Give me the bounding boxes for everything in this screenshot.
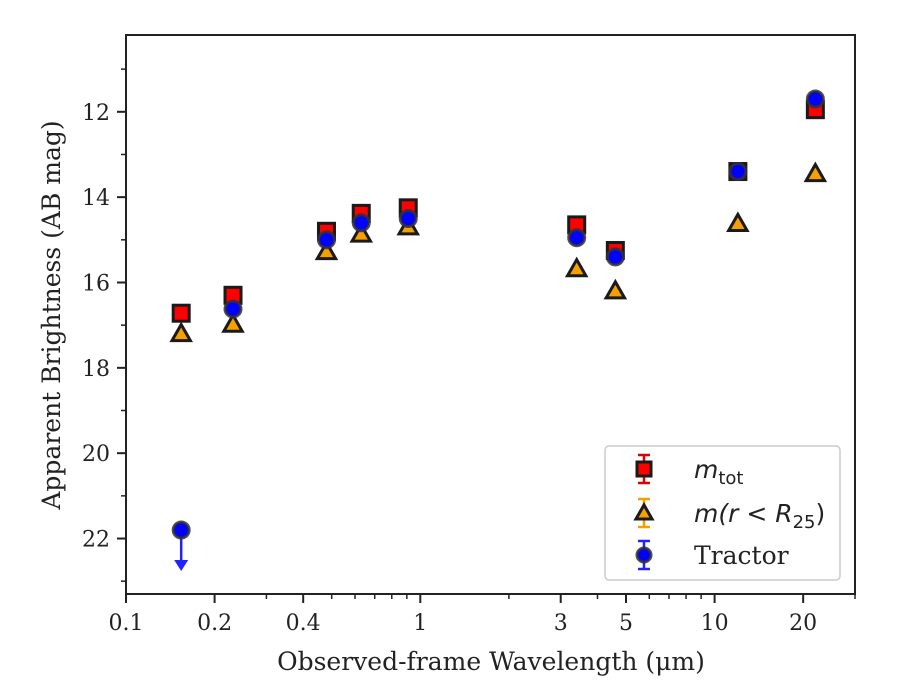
point-triangle: [603, 278, 628, 300]
plot-area: [125, 34, 856, 595]
x-tick-label: 1: [413, 611, 427, 636]
point-triangle: [221, 312, 245, 333]
y-tick-label: 12: [82, 101, 110, 126]
x-tick-label: 0.2: [197, 611, 232, 636]
point-circle: [171, 520, 191, 540]
point-circle: [605, 247, 625, 267]
x-tick-label: 3: [554, 611, 568, 636]
y-tick-label: 22: [82, 528, 110, 553]
point-triangle: [564, 256, 589, 278]
point-circle: [728, 162, 748, 182]
point-circle: [805, 89, 825, 109]
y-tick-label: 18: [82, 357, 110, 382]
data-points: [169, 89, 828, 571]
x-tick-label: 20: [789, 611, 817, 636]
legend-label: mtot: [694, 455, 744, 489]
y-tick-label: 14: [82, 186, 110, 211]
plot-frame: [125, 34, 856, 595]
point-triangle: [314, 239, 339, 261]
point-circle: [398, 208, 418, 228]
legend-box: [604, 445, 841, 581]
point-circle: [351, 213, 371, 233]
y-tick-label: 20: [82, 442, 110, 467]
point-triangle: [349, 222, 374, 243]
x-tick-label: 5: [619, 611, 633, 636]
legend-marker-triangle: [633, 501, 655, 521]
legend-label: m(r < R25): [694, 499, 825, 533]
x-axis-label: Observed-frame Wavelength (μm): [277, 647, 705, 676]
legend: mtot m(r < R25) Tractor: [604, 445, 841, 581]
y-tick-label: 16: [82, 271, 110, 296]
point-circle: [316, 230, 336, 250]
x-tick-label: 0.1: [109, 611, 144, 636]
legend-marker-square: [635, 460, 653, 478]
point-circle: [567, 228, 587, 248]
x-tick-label: 10: [701, 611, 729, 636]
point-triangle: [803, 161, 828, 183]
point-square: [171, 303, 191, 323]
y-axis-label: Apparent Brightness (AB mag): [37, 120, 66, 510]
x-tick-label: 0.4: [286, 611, 321, 636]
point-triangle: [726, 211, 750, 233]
point-circle: [223, 299, 243, 319]
legend-marker-circle: [635, 546, 653, 564]
legend-label: Tractor: [694, 541, 789, 570]
x-axis: 0.1 0.2 0.4 1 3 5 10 20: [109, 594, 856, 636]
upper-limit-arrow-head: [174, 559, 189, 571]
point-triangle: [169, 321, 193, 343]
y-axis: 12 14 16 18 20 22: [82, 68, 126, 582]
